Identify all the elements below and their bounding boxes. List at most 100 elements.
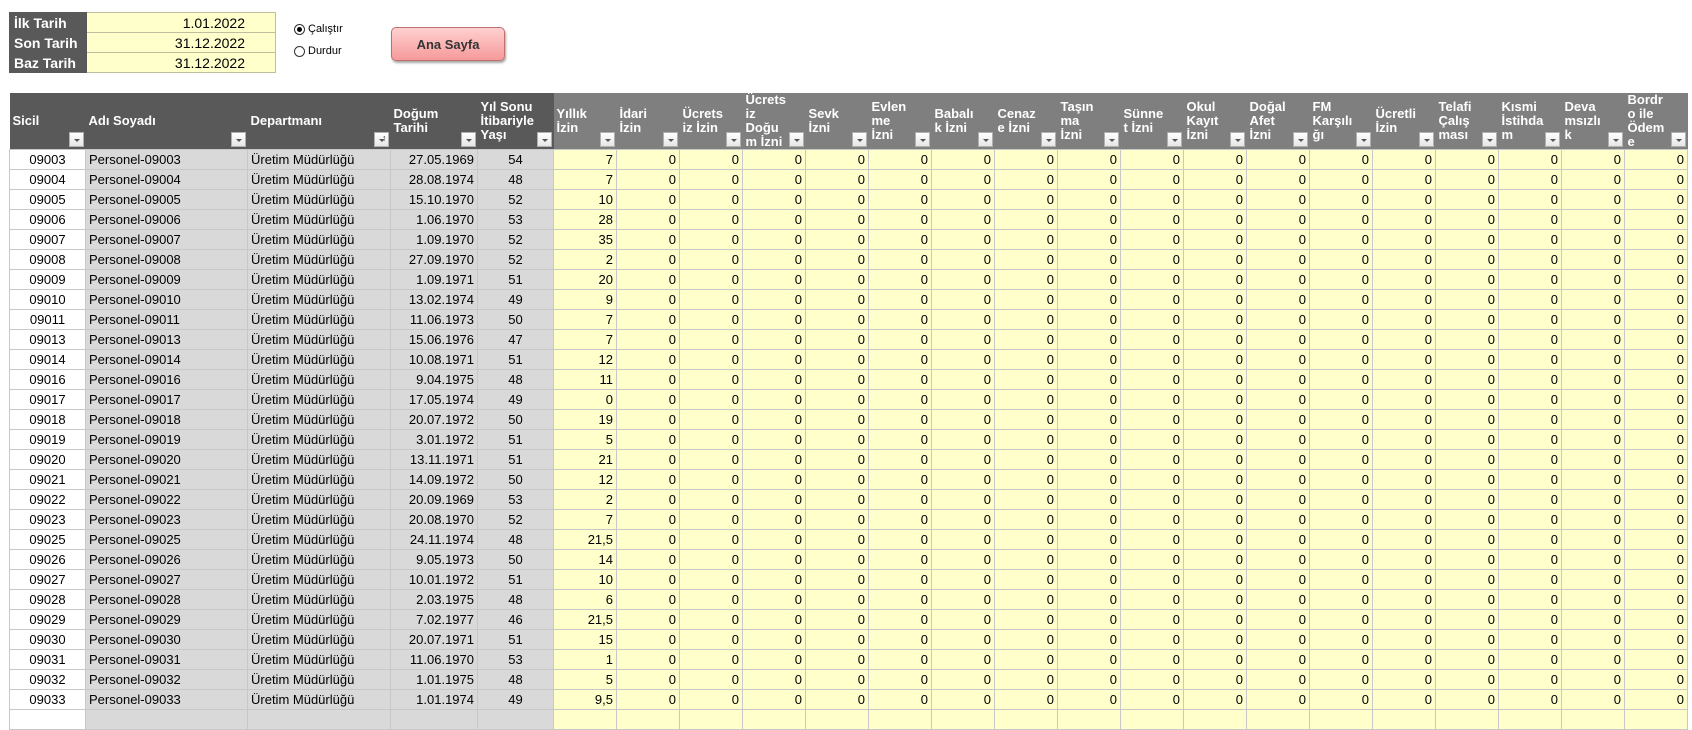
leave-cell[interactable]: 0: [1246, 269, 1310, 290]
filter-dropdown-icon[interactable]: [1292, 132, 1308, 147]
name-cell[interactable]: Personel-09016: [85, 369, 248, 390]
leave-cell[interactable]: 0: [1183, 269, 1247, 290]
leave-cell[interactable]: 0: [1372, 349, 1436, 370]
leave-cell[interactable]: 2: [553, 249, 617, 270]
age-cell[interactable]: 49: [477, 689, 554, 710]
leave-cell[interactable]: 0: [1435, 349, 1499, 370]
leave-cell[interactable]: 0: [1183, 689, 1247, 710]
empty-cell[interactable]: [679, 709, 743, 730]
leave-cell[interactable]: 0: [1624, 669, 1688, 690]
leave-cell[interactable]: 0: [868, 429, 932, 450]
filter-dropdown-icon[interactable]: [1481, 132, 1497, 147]
leave-cell[interactable]: 0: [1561, 589, 1625, 610]
leave-cell[interactable]: 0: [1309, 249, 1373, 270]
leave-cell[interactable]: 0: [994, 669, 1058, 690]
leave-cell[interactable]: 0: [868, 349, 932, 370]
leave-cell[interactable]: 0: [1372, 169, 1436, 190]
department-cell[interactable]: Üretim Müdürlüğü: [247, 449, 391, 470]
age-cell[interactable]: 48: [477, 589, 554, 610]
leave-cell[interactable]: 0: [742, 269, 806, 290]
leave-cell[interactable]: 0: [1246, 669, 1310, 690]
leave-cell[interactable]: 0: [868, 649, 932, 670]
leave-cell[interactable]: 0: [679, 669, 743, 690]
leave-cell[interactable]: 0: [931, 469, 995, 490]
leave-cell[interactable]: 0: [742, 289, 806, 310]
leave-cell[interactable]: 0: [1246, 629, 1310, 650]
sicil-cell[interactable]: 09025: [9, 529, 86, 550]
leave-cell[interactable]: 0: [679, 489, 743, 510]
name-cell[interactable]: Personel-09007: [85, 229, 248, 250]
leave-cell[interactable]: 0: [1561, 249, 1625, 270]
leave-cell[interactable]: 0: [805, 409, 869, 430]
leave-cell[interactable]: 0: [1561, 189, 1625, 210]
leave-cell[interactable]: 0: [1372, 609, 1436, 630]
age-cell[interactable]: 50: [477, 309, 554, 330]
leave-cell[interactable]: 0: [1246, 229, 1310, 250]
empty-cell[interactable]: [1435, 709, 1499, 730]
leave-cell[interactable]: 0: [994, 389, 1058, 410]
leave-cell[interactable]: 0: [1561, 229, 1625, 250]
leave-cell[interactable]: 0: [868, 509, 932, 530]
leave-cell[interactable]: 0: [994, 569, 1058, 590]
name-cell[interactable]: Personel-09020: [85, 449, 248, 470]
department-cell[interactable]: Üretim Müdürlüğü: [247, 609, 391, 630]
leave-cell[interactable]: 0: [1624, 389, 1688, 410]
leave-cell[interactable]: 0: [679, 309, 743, 330]
leave-cell[interactable]: 0: [1498, 309, 1562, 330]
leave-cell[interactable]: 0: [742, 229, 806, 250]
sicil-cell[interactable]: 09009: [9, 269, 86, 290]
leave-cell[interactable]: 0: [1183, 669, 1247, 690]
leave-cell[interactable]: 0: [1372, 649, 1436, 670]
leave-cell[interactable]: 0: [1561, 449, 1625, 470]
leave-cell[interactable]: 0: [679, 429, 743, 450]
leave-cell[interactable]: 0: [868, 489, 932, 510]
leave-cell[interactable]: 0: [1120, 229, 1184, 250]
leave-cell[interactable]: 0: [994, 649, 1058, 670]
leave-cell[interactable]: 0: [1120, 269, 1184, 290]
leave-cell[interactable]: 0: [679, 469, 743, 490]
leave-cell[interactable]: 0: [868, 169, 932, 190]
leave-cell[interactable]: 0: [1120, 669, 1184, 690]
leave-cell[interactable]: 0: [1624, 169, 1688, 190]
leave-cell[interactable]: 0: [931, 329, 995, 350]
leave-cell[interactable]: 0: [1246, 309, 1310, 330]
leave-cell[interactable]: 0: [931, 149, 995, 170]
leave-cell[interactable]: 0: [1498, 249, 1562, 270]
leave-cell[interactable]: 0: [1120, 649, 1184, 670]
leave-cell[interactable]: 0: [1498, 149, 1562, 170]
leave-cell[interactable]: 0: [616, 369, 680, 390]
leave-cell[interactable]: 0: [805, 669, 869, 690]
name-cell[interactable]: Personel-09005: [85, 189, 248, 210]
filter-dropdown-icon[interactable]: [1670, 132, 1686, 147]
leave-cell[interactable]: 0: [1435, 169, 1499, 190]
age-cell[interactable]: 53: [477, 209, 554, 230]
leave-cell[interactable]: 0: [1120, 249, 1184, 270]
leave-cell[interactable]: 0: [742, 629, 806, 650]
birth-date-cell[interactable]: 20.07.1972: [390, 409, 478, 430]
age-cell[interactable]: 50: [477, 469, 554, 490]
filter-dropdown-icon[interactable]: [460, 132, 476, 147]
leave-cell[interactable]: 0: [1435, 429, 1499, 450]
name-cell[interactable]: Personel-09022: [85, 489, 248, 510]
leave-cell[interactable]: 0: [1120, 409, 1184, 430]
leave-cell[interactable]: 0: [1561, 669, 1625, 690]
leave-cell[interactable]: 0: [868, 529, 932, 550]
leave-cell[interactable]: 7: [553, 309, 617, 330]
sicil-cell[interactable]: 09022: [9, 489, 86, 510]
leave-cell[interactable]: 6: [553, 589, 617, 610]
leave-cell[interactable]: 0: [679, 389, 743, 410]
leave-cell[interactable]: 0: [1561, 269, 1625, 290]
leave-cell[interactable]: 0: [1246, 449, 1310, 470]
age-cell[interactable]: 51: [477, 629, 554, 650]
leave-cell[interactable]: 0: [679, 509, 743, 530]
filter-dropdown-icon[interactable]: [1607, 132, 1623, 147]
leave-cell[interactable]: 0: [1120, 349, 1184, 370]
leave-cell[interactable]: 0: [1120, 189, 1184, 210]
birth-date-cell[interactable]: 14.09.1972: [390, 469, 478, 490]
leave-cell[interactable]: 0: [1309, 409, 1373, 430]
leave-cell[interactable]: 0: [1372, 369, 1436, 390]
leave-cell[interactable]: 0: [1372, 189, 1436, 210]
name-cell[interactable]: Personel-09013: [85, 329, 248, 350]
department-cell[interactable]: Üretim Müdürlüğü: [247, 589, 391, 610]
age-cell[interactable]: 51: [477, 569, 554, 590]
